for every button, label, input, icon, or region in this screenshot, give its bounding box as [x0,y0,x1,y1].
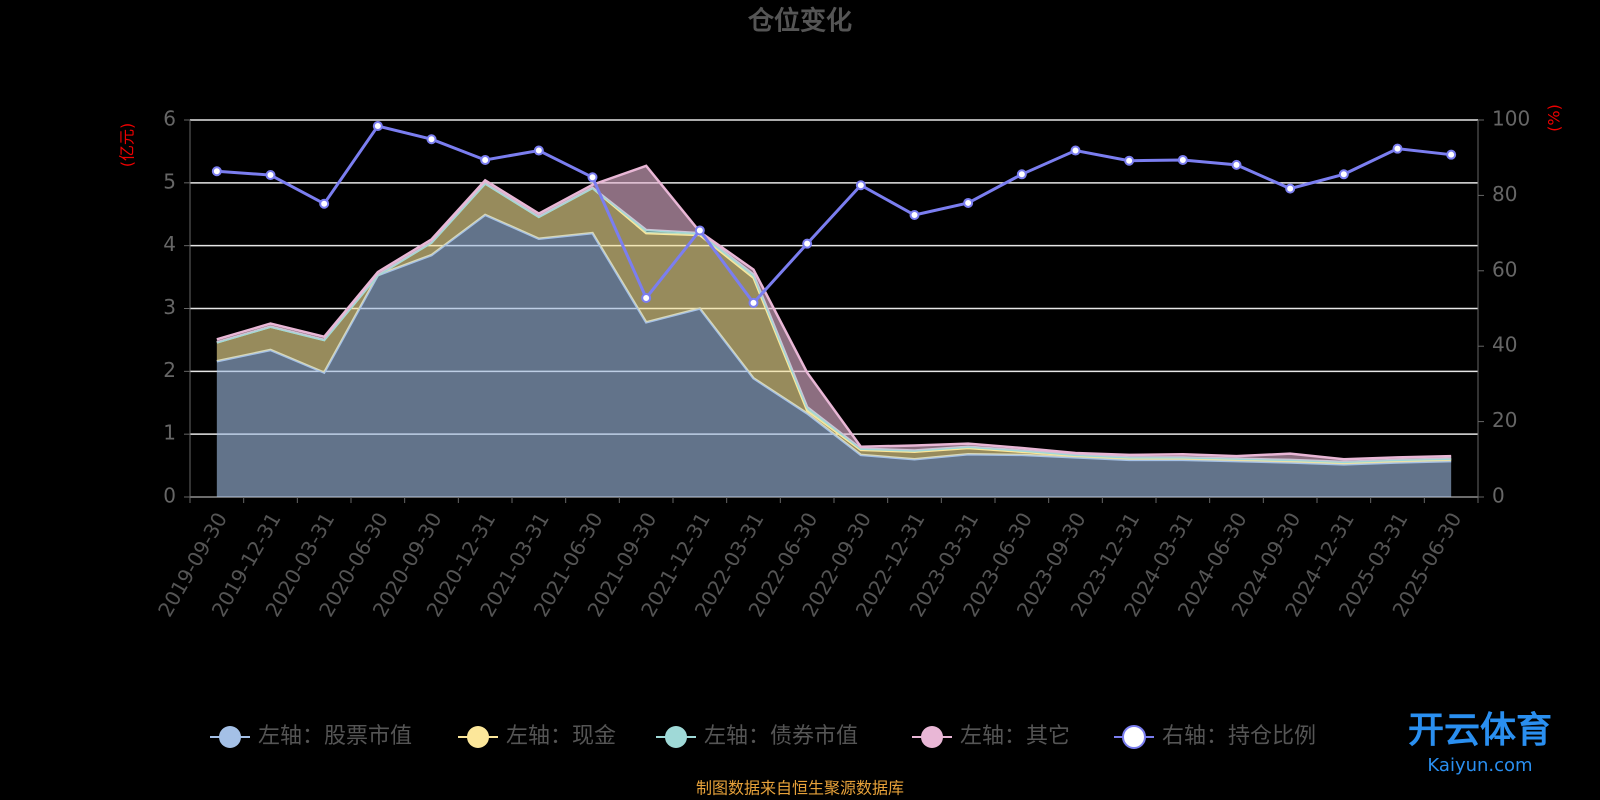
legend-label: 左轴：债券市值 [704,724,858,749]
y-tick-label: 5 [163,169,176,193]
y2-tick-label: 100 [1492,107,1530,131]
line-point [641,292,652,303]
line-point [1285,183,1296,194]
line-point [855,180,866,191]
line-point [909,210,920,221]
legend-marker [467,726,489,748]
area-line [216,164,1452,461]
legend-label: 右轴：持仓比例 [1162,724,1316,749]
source-note: 制图数据来自恒生聚源数据库 [696,779,904,798]
line-point [426,134,437,145]
y2-tick-label: 80 [1492,182,1517,206]
y-tick-label: 4 [163,232,176,256]
line-point [372,121,383,132]
line-point [319,198,330,209]
line-point [265,170,276,181]
y2-tick-label: 60 [1492,257,1517,281]
line-point [1177,154,1188,165]
y2-tick-label: 0 [1492,484,1505,508]
y2-tick-label: 40 [1492,333,1517,357]
legend-label: 左轴：现金 [506,724,616,749]
line-point [1338,169,1349,180]
y2-tick-label: 20 [1492,408,1517,432]
y-tick-label: 6 [163,107,176,131]
line-point [694,225,705,236]
line-point [748,297,759,308]
line-point [533,145,544,156]
y-tick-label: 1 [163,421,176,445]
legend-label: 左轴：其它 [960,724,1070,749]
line-point [963,197,974,208]
legend-marker [219,726,241,748]
area [216,214,1452,497]
line-point [802,238,813,249]
line-point [587,172,598,183]
legend-label: 左轴：股票市值 [258,724,412,749]
legend-marker [921,726,943,748]
line-point [1016,169,1027,180]
line-point [1124,155,1135,166]
y-tick-label: 0 [163,484,176,508]
watermark: Kaiyun.com [1427,755,1532,776]
line-point [480,154,491,165]
y2-axis-label: (%) [1545,104,1564,132]
chart-title: 仓位变化 [747,6,852,37]
line-point [1446,149,1457,160]
line-point [1070,145,1081,156]
y-axis-label: (亿元) [118,123,137,168]
y-tick-label: 2 [163,358,176,382]
watermark: 开云体育 [1408,710,1552,751]
y-tick-label: 3 [163,295,176,319]
line [216,124,1452,306]
line-point [211,166,222,177]
legend-marker [1122,725,1146,749]
line-point [1392,143,1403,154]
legend-marker [665,726,687,748]
line-point [1231,159,1242,170]
